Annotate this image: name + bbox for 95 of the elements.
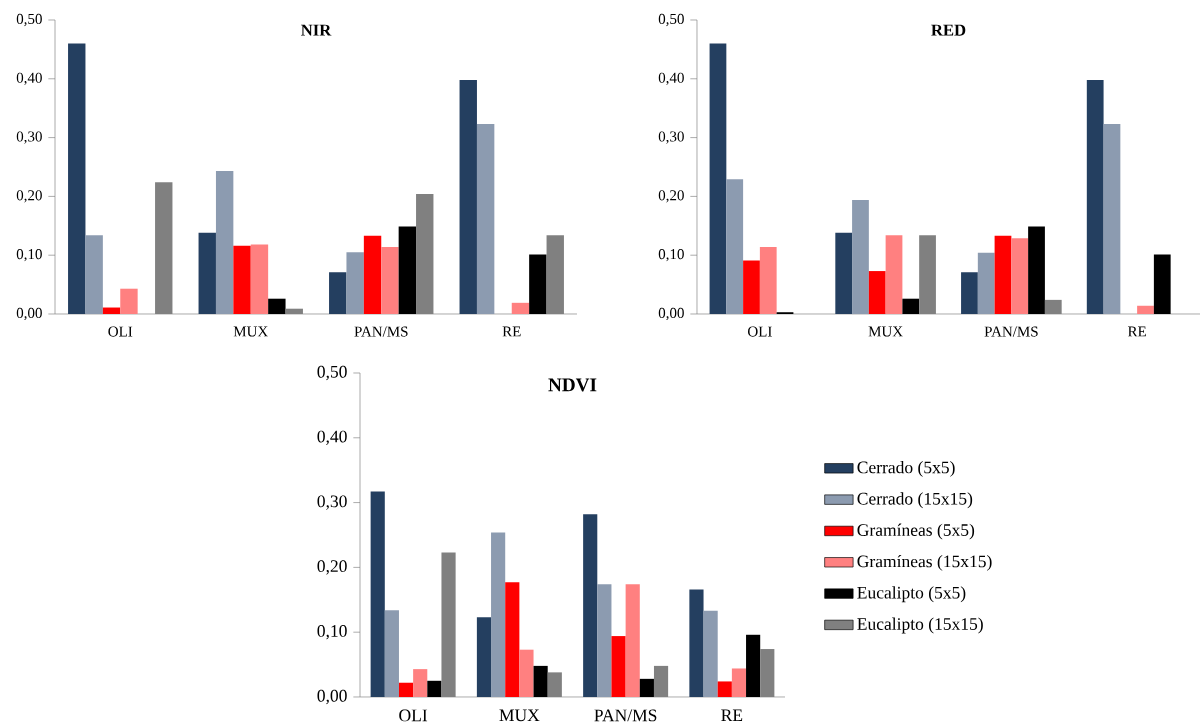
bar (381, 246, 399, 314)
x-tick-label: RE (1127, 326, 1146, 337)
bar (233, 245, 251, 314)
legend-label: Eucalipto (15x15) (857, 617, 983, 634)
y-tick-label: 0,40 (16, 72, 42, 85)
y-tick-label: 0,20 (658, 190, 684, 203)
y-tick-label: 0,40 (317, 430, 347, 445)
bar (250, 244, 269, 314)
x-tick-label: PAN/MS (594, 709, 657, 722)
bar (611, 636, 626, 697)
bar (398, 226, 417, 314)
y-tick-label: 0,50 (16, 13, 42, 27)
y-tick-label: 0,40 (658, 72, 684, 85)
bar (215, 171, 234, 314)
bar (363, 235, 382, 314)
x-tick-label: OLI (399, 709, 428, 722)
bar (505, 582, 520, 697)
bar (529, 254, 547, 314)
chart-title: RED (931, 24, 966, 36)
bar (689, 589, 704, 697)
bar (885, 235, 903, 314)
bar (459, 79, 477, 314)
bar (268, 298, 286, 314)
bar (731, 668, 747, 697)
x-tick-label: OLI (748, 326, 772, 337)
bar (533, 665, 548, 697)
bar (198, 232, 216, 314)
x-tick-label: PAN/MS (354, 326, 408, 337)
bar (476, 617, 492, 697)
legend-label: Eucalipto (5x5) (857, 586, 966, 603)
legend-label: Cerrado (5x5) (857, 461, 955, 477)
bar (746, 634, 761, 697)
y-tick-label: 0,30 (317, 495, 347, 510)
bar (102, 307, 121, 314)
bar (597, 584, 612, 697)
bar (703, 610, 718, 697)
bar (519, 649, 534, 697)
bar (85, 235, 103, 314)
bar (491, 532, 506, 697)
bar (961, 272, 978, 314)
bar (835, 232, 853, 314)
bar (1103, 124, 1121, 314)
bar (717, 681, 732, 697)
y-tick-label: 0,10 (658, 249, 684, 262)
legend-label: Gramíneas (15x15) (857, 554, 992, 571)
y-tick-label: 0,30 (16, 131, 42, 144)
y-tick-label: 0,20 (16, 190, 42, 203)
bar (583, 514, 598, 697)
bar (1028, 226, 1045, 314)
bar (427, 680, 442, 697)
bar (639, 678, 654, 697)
legend-label: Gramíneas (5x5) (857, 523, 975, 540)
bar (1137, 305, 1154, 314)
bar (398, 682, 414, 697)
bar (384, 610, 399, 697)
y-tick-label: 0,50 (658, 13, 684, 27)
bar (868, 271, 886, 314)
bar (476, 124, 495, 314)
bar (994, 235, 1012, 314)
bar (1153, 254, 1171, 314)
bar (759, 246, 777, 314)
y-tick-label: 0,00 (317, 689, 347, 705)
bar (902, 298, 920, 314)
x-tick-label: RE (502, 326, 521, 337)
chart-title: NDVI (548, 378, 597, 392)
bar (511, 302, 530, 314)
y-tick-label: 0,20 (317, 560, 347, 575)
bar (68, 43, 86, 314)
x-tick-label: MUX (868, 326, 903, 337)
bar (1011, 238, 1029, 314)
bar (120, 288, 138, 314)
y-tick-label: 0,00 (658, 307, 684, 321)
bar (413, 669, 428, 697)
y-tick-label: 0,50 (317, 365, 347, 381)
bar (977, 252, 995, 314)
bar (370, 491, 385, 697)
x-tick-label: MUX (499, 709, 540, 722)
y-tick-label: 0,10 (317, 625, 347, 640)
bar (852, 199, 869, 314)
x-tick-label: OLI (108, 326, 133, 337)
bar (625, 584, 640, 697)
legend-label: Cerrado (15x15) (857, 492, 973, 509)
chart-title: NIR (301, 24, 332, 36)
bar (329, 272, 347, 314)
y-tick-label: 0,00 (16, 307, 42, 321)
x-tick-label: MUX (233, 326, 268, 337)
bar (346, 252, 364, 314)
bar (709, 43, 727, 314)
bar (726, 179, 744, 314)
x-tick-label: PAN/MS (984, 326, 1038, 337)
y-tick-label: 0,10 (16, 249, 42, 262)
y-tick-label: 0,30 (658, 131, 684, 144)
x-tick-label: RE (721, 709, 743, 721)
bar (1086, 79, 1104, 314)
bar (743, 260, 760, 314)
